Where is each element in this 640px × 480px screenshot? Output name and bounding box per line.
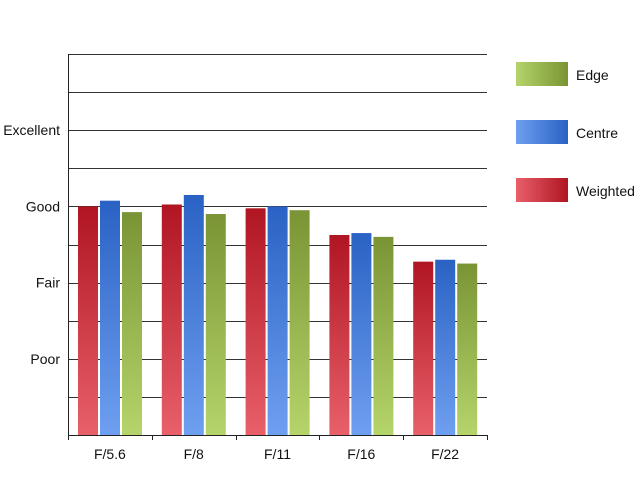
legend-label-centre: Centre xyxy=(576,125,618,141)
legend-swatch-edge xyxy=(516,62,568,86)
legend-label-weighted: Weighted xyxy=(576,183,635,199)
bar-centre-f56 xyxy=(100,200,120,435)
y-tick-label: Fair xyxy=(36,275,60,291)
legend: Edge Centre Weighted xyxy=(516,62,635,202)
bar-weighted-f22 xyxy=(413,261,434,435)
bar-edge-f16 xyxy=(373,236,394,435)
y-tick-label: Excellent xyxy=(3,122,60,138)
x-axis-tick-labels: F/5.6 F/8 F/11 F/16 F/22 xyxy=(94,446,459,462)
bar-weighted-f56 xyxy=(78,206,98,435)
bar-edge-f56 xyxy=(122,212,142,435)
legend-swatch-weighted xyxy=(516,178,568,202)
legend-swatch-centre xyxy=(516,120,568,144)
legend-label-edge: Edge xyxy=(576,67,609,83)
bar-centre-f16 xyxy=(351,233,372,435)
axes xyxy=(68,54,488,440)
y-tick-label: Good xyxy=(26,198,60,214)
y-tick-label: Poor xyxy=(30,351,60,367)
bar-centre-f8 xyxy=(183,194,204,435)
x-tick-label: F/11 xyxy=(264,446,291,462)
bar-centre-f22 xyxy=(435,259,456,435)
y-axis-tick-labels: Poor Fair Good Excellent xyxy=(3,122,60,367)
bar-edge-f11 xyxy=(289,210,310,435)
bar-weighted-f8 xyxy=(161,204,182,435)
bar-weighted-f16 xyxy=(329,234,350,435)
x-tick-label: F/5.6 xyxy=(94,446,126,462)
bar-weighted-f11 xyxy=(245,208,266,435)
bar-centre-f11 xyxy=(267,206,288,435)
x-tick-label: F/8 xyxy=(184,446,204,462)
x-tick-label: F/16 xyxy=(347,446,375,462)
bar-edge-f22 xyxy=(457,263,478,435)
bars xyxy=(78,194,478,435)
x-tick-label: F/22 xyxy=(431,446,459,462)
bar-edge-f8 xyxy=(205,214,226,435)
